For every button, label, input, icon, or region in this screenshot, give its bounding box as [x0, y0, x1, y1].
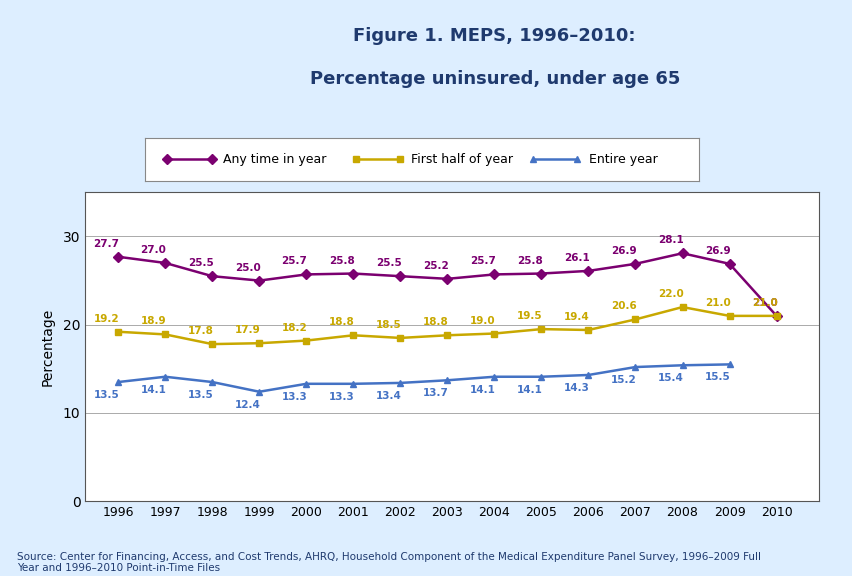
Y-axis label: Percentage: Percentage — [40, 308, 55, 386]
Text: Source: Center for Financing, Access, and Cost Trends, AHRQ, Household Component: Source: Center for Financing, Access, an… — [17, 552, 760, 573]
Text: 17.9: 17.9 — [234, 325, 260, 335]
Text: 22.0: 22.0 — [657, 289, 682, 299]
Text: 19.5: 19.5 — [516, 311, 542, 321]
Text: 25.5: 25.5 — [375, 258, 401, 268]
Text: 14.3: 14.3 — [563, 383, 589, 393]
Text: 12.4: 12.4 — [234, 400, 260, 410]
Text: 13.5: 13.5 — [187, 390, 213, 400]
Text: 14.1: 14.1 — [141, 385, 166, 395]
Text: 25.8: 25.8 — [516, 256, 542, 266]
Text: 18.8: 18.8 — [423, 317, 448, 327]
Text: 13.5: 13.5 — [94, 390, 119, 400]
Text: 18.2: 18.2 — [281, 323, 307, 332]
Text: 25.7: 25.7 — [469, 256, 495, 267]
Text: 18.5: 18.5 — [375, 320, 401, 330]
Text: 27.7: 27.7 — [94, 239, 119, 249]
Text: Figure 1. MEPS, 1996–2010:: Figure 1. MEPS, 1996–2010: — [353, 27, 636, 45]
Text: 15.2: 15.2 — [610, 375, 636, 385]
Text: 25.7: 25.7 — [281, 256, 307, 267]
Text: First half of year: First half of year — [411, 153, 513, 166]
Text: 25.0: 25.0 — [234, 263, 260, 272]
Text: 28.1: 28.1 — [657, 236, 682, 245]
Text: 25.2: 25.2 — [423, 261, 448, 271]
Text: 21.0: 21.0 — [751, 298, 777, 308]
Text: 19.4: 19.4 — [563, 312, 589, 322]
Text: 21.0: 21.0 — [751, 298, 777, 308]
Text: 19.0: 19.0 — [469, 316, 495, 325]
Text: Any time in year: Any time in year — [222, 153, 325, 166]
Text: 14.1: 14.1 — [469, 385, 495, 395]
Text: 19.2: 19.2 — [94, 314, 119, 324]
Text: 20.6: 20.6 — [610, 301, 636, 312]
Text: 25.5: 25.5 — [187, 258, 213, 268]
Text: 13.7: 13.7 — [423, 388, 448, 398]
Text: 15.4: 15.4 — [657, 373, 683, 383]
Text: 13.4: 13.4 — [375, 391, 401, 401]
Text: 26.9: 26.9 — [704, 246, 729, 256]
Text: 15.5: 15.5 — [704, 372, 730, 382]
Text: 26.9: 26.9 — [610, 246, 636, 256]
Text: 27.0: 27.0 — [141, 245, 166, 255]
Text: 26.1: 26.1 — [563, 253, 589, 263]
Text: 25.8: 25.8 — [328, 256, 354, 266]
Text: 13.3: 13.3 — [328, 392, 354, 401]
Text: Entire year: Entire year — [588, 153, 657, 166]
Text: 17.8: 17.8 — [187, 326, 213, 336]
Text: 13.3: 13.3 — [281, 392, 307, 401]
Text: 18.9: 18.9 — [141, 316, 166, 327]
Text: 21.0: 21.0 — [704, 298, 730, 308]
Text: Percentage uninsured, under age 65: Percentage uninsured, under age 65 — [309, 70, 679, 88]
Text: 14.1: 14.1 — [516, 385, 542, 395]
Text: 18.8: 18.8 — [328, 317, 354, 327]
